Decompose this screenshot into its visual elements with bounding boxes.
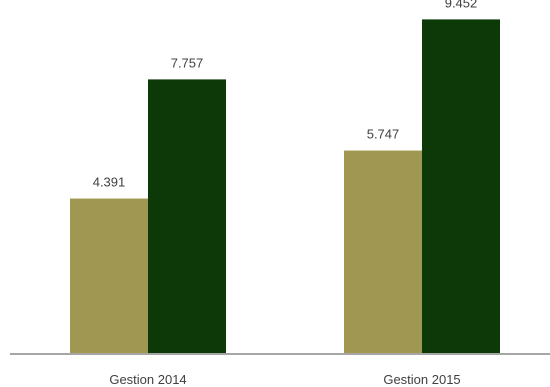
- data-label-series2-2: 9.452: [445, 0, 478, 10]
- bar-series1-1: [70, 198, 148, 354]
- bars-layer: [70, 19, 500, 355]
- data-labels-layer: 4.391 7.757 5.747 9.452: [93, 0, 478, 190]
- x-tick-labels: Gestion 2014 Gestion 2015: [109, 372, 460, 387]
- data-label-series1-1: 4.391: [93, 175, 126, 190]
- x-tick-label-2: Gestion 2015: [383, 372, 460, 387]
- bar-series2-2: [422, 19, 500, 354]
- x-tick-label-1: Gestion 2014: [109, 372, 186, 387]
- data-label-series2-1: 7.757: [171, 55, 204, 70]
- bar-series2-1: [148, 79, 226, 355]
- data-label-series1-2: 5.747: [367, 127, 400, 142]
- bar-series1-2: [344, 150, 422, 354]
